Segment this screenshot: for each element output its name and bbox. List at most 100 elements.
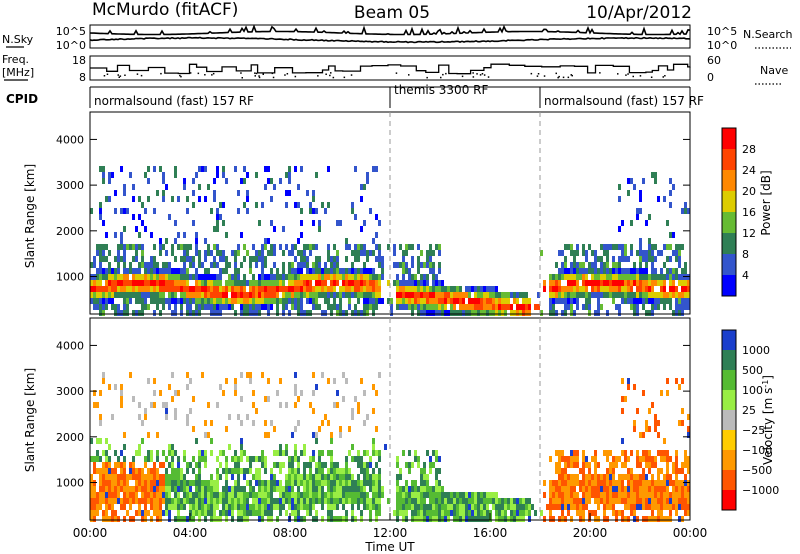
heatmap-cell — [306, 262, 309, 268]
heatmap-cell — [255, 298, 258, 304]
heatmap-cell — [654, 304, 657, 310]
heatmap-cell — [645, 498, 648, 504]
heatmap-cell — [192, 396, 195, 402]
heatmap-cell — [477, 286, 480, 292]
heatmap-cell — [303, 462, 306, 468]
heatmap-cell — [123, 462, 126, 468]
heatmap-cell — [561, 510, 564, 516]
heatmap-cell — [150, 292, 153, 298]
heatmap-cell — [276, 310, 279, 316]
heatmap-cell — [564, 274, 567, 280]
heatmap-cell — [189, 292, 192, 298]
heatmap-cell — [249, 310, 252, 316]
heatmap-cell — [318, 426, 321, 432]
heatmap-cell — [300, 298, 303, 304]
heatmap-cell — [252, 274, 255, 280]
heatmap-cell — [333, 492, 336, 498]
heatmap-cell — [222, 166, 225, 172]
heatmap-cell — [645, 292, 648, 298]
heatmap-cell — [651, 268, 654, 274]
heatmap-cell — [162, 244, 165, 250]
heatmap-cell — [597, 280, 600, 286]
heatmap-cell — [291, 432, 294, 438]
heatmap-cell — [210, 298, 213, 304]
heatmap-cell — [264, 166, 267, 172]
heatmap-cell — [498, 310, 501, 316]
heatmap-cell — [300, 262, 303, 268]
heatmap-cell — [687, 280, 690, 286]
heatmap-cell — [564, 462, 567, 468]
heatmap-cell — [351, 498, 354, 504]
heatmap-cell — [429, 498, 432, 504]
heatmap-cell — [219, 292, 222, 298]
heatmap-cell — [207, 498, 210, 504]
heatmap-cell — [432, 510, 435, 516]
heatmap-cell — [618, 256, 621, 262]
heatmap-cell — [621, 220, 624, 226]
heatmap-cell — [156, 504, 159, 510]
heatmap-cell — [615, 274, 618, 280]
heatmap-cell — [117, 486, 120, 492]
heatmap-cell — [336, 492, 339, 498]
heatmap-cell — [585, 498, 588, 504]
heatmap-cell — [132, 286, 135, 292]
heatmap-cell — [216, 516, 219, 522]
heatmap-cell — [267, 310, 270, 316]
heatmap-cell — [222, 268, 225, 274]
heatmap-cell — [345, 480, 348, 486]
heatmap-cell — [351, 444, 354, 450]
heatmap-cell — [213, 486, 216, 492]
heatmap-cell — [264, 432, 267, 438]
heatmap-cell — [429, 456, 432, 462]
heatmap-cell — [132, 214, 135, 220]
heatmap-cell — [207, 432, 210, 438]
heatmap-cell — [609, 244, 612, 250]
heatmap-cell — [183, 244, 186, 250]
nave-dot — [476, 73, 478, 75]
heatmap-cell — [423, 304, 426, 310]
heatmap-cell — [108, 298, 111, 304]
heatmap-cell — [642, 492, 645, 498]
heatmap-cell — [225, 474, 228, 480]
heatmap-cell — [393, 262, 396, 268]
colorbar-tick: 16 — [742, 206, 756, 219]
heatmap-cell — [663, 504, 666, 510]
heatmap-cell — [234, 384, 237, 390]
heatmap-cell — [258, 456, 261, 462]
heatmap-cell — [171, 444, 174, 450]
heatmap-cell — [285, 292, 288, 298]
heatmap-cell — [627, 516, 630, 522]
heatmap-cell — [276, 298, 279, 304]
heatmap-cell — [201, 510, 204, 516]
heatmap-cell — [159, 498, 162, 504]
heatmap-cell — [369, 208, 372, 214]
heatmap-cell — [429, 286, 432, 292]
heatmap-cell — [402, 516, 405, 522]
heatmap-cell — [657, 474, 660, 480]
heatmap-cell — [639, 492, 642, 498]
heatmap-cell — [372, 486, 375, 492]
heatmap-cell — [504, 310, 507, 316]
heatmap-cell — [150, 274, 153, 280]
heatmap-cell — [519, 504, 522, 510]
heatmap-cell — [165, 504, 168, 510]
heatmap-cell — [417, 504, 420, 510]
heatmap-cell — [519, 516, 522, 522]
heatmap-cell — [288, 492, 291, 498]
heatmap-cell — [153, 474, 156, 480]
heatmap-cell — [219, 304, 222, 310]
heatmap-cell — [423, 492, 426, 498]
heatmap-cell — [633, 420, 636, 426]
heatmap-cell — [582, 516, 585, 522]
heatmap-cell — [342, 474, 345, 480]
heatmap-cell — [114, 310, 117, 316]
heatmap-cell — [315, 432, 318, 438]
heatmap-cell — [411, 498, 414, 504]
heatmap-cell — [438, 280, 441, 286]
heatmap-cell — [186, 196, 189, 202]
heatmap-cell — [678, 420, 681, 426]
heatmap-cell — [159, 486, 162, 492]
heatmap-cell — [240, 450, 243, 456]
heatmap-cell — [276, 280, 279, 286]
